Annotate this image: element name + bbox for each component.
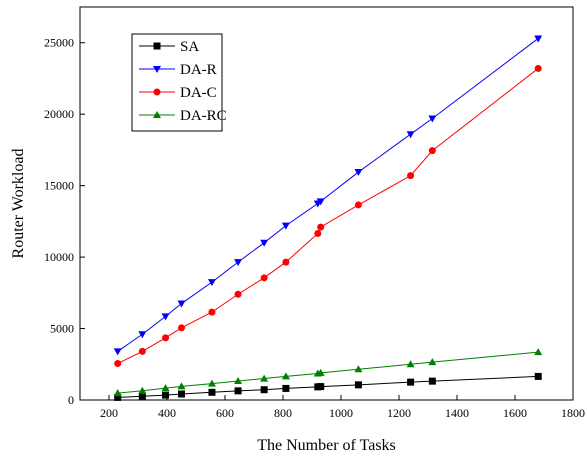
x-tick-label: 800 xyxy=(274,406,292,420)
y-tick-label: 10000 xyxy=(44,250,74,264)
data-point-da-c xyxy=(260,274,268,282)
data-point-da-rc xyxy=(207,379,216,387)
data-point-da-c xyxy=(234,290,242,298)
series-da-rc xyxy=(113,348,543,397)
data-point-da-rc xyxy=(234,376,243,384)
y-axis-ticks: 0 5000 10000 15000 20000 25000 xyxy=(44,36,85,407)
data-point-da-rc xyxy=(534,348,543,356)
legend-label: DA-RC xyxy=(180,108,227,124)
data-point-da-r xyxy=(234,259,243,267)
data-point-sa xyxy=(208,388,216,396)
x-tick-label: 400 xyxy=(158,406,176,420)
data-point-da-r xyxy=(177,300,186,308)
series-da-r xyxy=(113,35,543,356)
x-tick-label: 1000 xyxy=(329,406,353,420)
data-point-da-rc xyxy=(161,384,170,392)
legend-label: DA-R xyxy=(180,62,217,78)
series-sa xyxy=(114,372,542,401)
data-point-sa xyxy=(260,386,268,394)
y-tick-label: 5000 xyxy=(50,322,74,336)
legend-swatch-marker xyxy=(153,66,161,73)
series-layer xyxy=(113,35,543,401)
data-point-da-rc xyxy=(138,386,147,394)
data-point-da-r xyxy=(354,169,363,177)
data-point-sa xyxy=(354,381,362,389)
data-point-da-rc xyxy=(406,360,415,368)
legend-label: DA-C xyxy=(180,85,217,101)
data-point-sa xyxy=(282,384,290,392)
x-axis-ticks: 200 400 600 800 1000 1200 1400 1600 1800 xyxy=(100,395,585,420)
x-tick-label: 1400 xyxy=(445,406,469,420)
data-point-da-c xyxy=(114,360,122,368)
data-point-da-r xyxy=(406,131,415,139)
data-point-da-c xyxy=(162,334,170,342)
x-tick-label: 1600 xyxy=(503,406,527,420)
data-point-da-c xyxy=(534,64,542,72)
data-point-da-r xyxy=(207,279,216,287)
data-point-da-c xyxy=(407,172,415,180)
data-point-da-rc xyxy=(177,382,186,390)
y-tick-label: 0 xyxy=(68,393,74,407)
y-axis-title: Router Workload xyxy=(10,149,27,259)
legend-item-da-rc: DA-RC xyxy=(139,108,227,124)
data-point-da-rc xyxy=(260,374,269,382)
data-point-sa xyxy=(428,377,436,385)
legend-item-da-r: DA-R xyxy=(139,62,217,78)
legend-item-sa: SA xyxy=(139,39,199,55)
data-point-da-r xyxy=(281,222,290,230)
legend-swatch-marker xyxy=(153,88,161,96)
legend-item-da-c: DA-C xyxy=(139,85,217,101)
data-point-da-r xyxy=(161,313,170,321)
data-point-da-r xyxy=(138,331,147,339)
x-axis-title: The Number of Tasks xyxy=(257,437,396,454)
data-point-sa xyxy=(317,383,325,391)
data-point-sa xyxy=(234,387,242,395)
data-point-sa xyxy=(178,390,185,398)
legend-label: SA xyxy=(180,39,199,55)
data-point-da-c xyxy=(282,258,290,266)
data-point-da-c xyxy=(428,147,436,155)
data-point-da-c xyxy=(178,324,185,332)
data-point-da-r xyxy=(428,115,437,123)
y-tick-label: 20000 xyxy=(44,107,74,121)
data-point-sa xyxy=(407,378,415,386)
y-tick-label: 15000 xyxy=(44,179,74,193)
data-point-da-c xyxy=(317,223,325,231)
data-point-sa xyxy=(534,372,542,380)
data-point-da-rc xyxy=(281,372,290,380)
data-point-da-rc xyxy=(428,358,437,366)
data-point-da-rc xyxy=(354,365,363,373)
legend: SA DA-R DA-C DA-RC xyxy=(131,33,227,132)
data-point-sa xyxy=(138,392,146,400)
data-point-da-r xyxy=(113,348,122,356)
x-tick-label: 1200 xyxy=(387,406,411,420)
series-line-da-rc xyxy=(117,351,539,394)
data-point-sa xyxy=(162,391,170,399)
legend-swatch-marker xyxy=(153,42,161,50)
data-point-da-r xyxy=(316,198,325,206)
data-point-da-c xyxy=(208,308,216,316)
x-tick-label: 200 xyxy=(100,406,118,420)
data-point-da-c xyxy=(314,230,322,238)
data-point-sa xyxy=(114,393,122,401)
data-point-da-r xyxy=(260,239,269,247)
x-tick-label: 1800 xyxy=(561,406,585,420)
data-point-da-r xyxy=(534,35,543,43)
data-point-da-c xyxy=(138,347,146,355)
legend-swatch-marker xyxy=(153,111,161,118)
y-tick-label: 25000 xyxy=(44,36,74,50)
x-tick-label: 600 xyxy=(216,406,234,420)
series-da-c xyxy=(114,64,542,368)
data-point-da-rc xyxy=(316,368,325,376)
data-point-da-c xyxy=(354,201,362,209)
data-point-da-rc xyxy=(113,389,122,397)
